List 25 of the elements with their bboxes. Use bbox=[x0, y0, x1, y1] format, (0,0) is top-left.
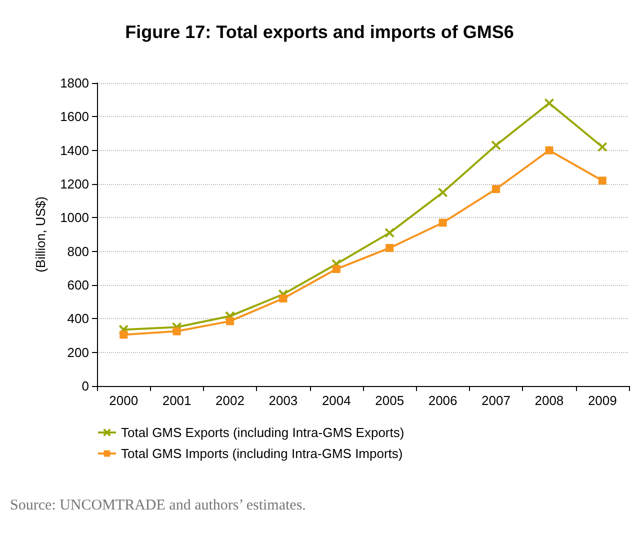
x-tick-label: 2000 bbox=[109, 393, 138, 408]
legend-label: Total GMS Imports (including Intra-GMS Imports) bbox=[121, 446, 403, 461]
x-tick-label: 2003 bbox=[268, 393, 298, 408]
y-tick-label: 1200 bbox=[60, 176, 89, 192]
y-tick-label: 600 bbox=[67, 278, 89, 292]
y-tick-label: 1800 bbox=[60, 76, 89, 90]
y-tick-label: 800 bbox=[67, 244, 89, 259]
x-tick-label: 2007 bbox=[482, 393, 510, 408]
y-tick-label: 400 bbox=[67, 311, 89, 326]
y-tick-label: 1400 bbox=[60, 142, 89, 158]
x-tick-label: 2004 bbox=[322, 393, 351, 408]
y-tick-label: 1600 bbox=[60, 109, 89, 124]
legend-label: Total GMS Exports (including Intra-GMS Exports) bbox=[121, 425, 404, 440]
y-tick-label: 1000 bbox=[60, 210, 89, 226]
x-tick-label: 2005 bbox=[375, 393, 404, 408]
x-tick-label: 2009 bbox=[588, 393, 617, 408]
source-note: Source: UNCOMTRADE and authors’ estimates. bbox=[10, 498, 306, 514]
y-tick-label: 0 bbox=[82, 378, 89, 394]
x-tick-label: 2008 bbox=[534, 393, 564, 408]
y-tick-label: 200 bbox=[67, 344, 89, 360]
x-tick-label: 2002 bbox=[216, 393, 244, 408]
x-tick-label: 2001 bbox=[162, 393, 192, 408]
x-tick-label: 2006 bbox=[428, 393, 458, 408]
chart-title: Figure 17: Total exports and imports of GMS6 bbox=[125, 22, 514, 42]
y-axis-title: (Billion, US$) bbox=[33, 196, 48, 272]
